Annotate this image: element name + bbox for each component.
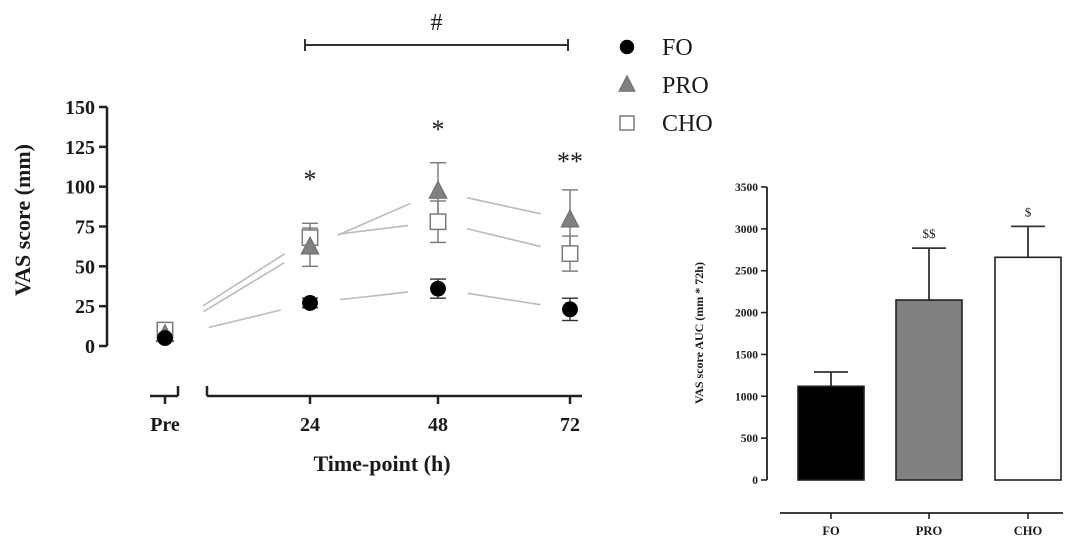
left-y-tick-label: 100 (65, 177, 95, 199)
pro-data-point (560, 208, 580, 228)
pro-bar-significance-label: $$ (923, 226, 937, 241)
right-x-tick-label-pro: PRO (916, 524, 943, 538)
fo-data-point (302, 295, 318, 311)
left-x-tick-label: 48 (428, 414, 448, 436)
legend-cho-label: CHO (662, 111, 713, 137)
cho-bar-significance-label: $ (1025, 204, 1032, 219)
pro-data-point (300, 235, 320, 255)
right-y-tick-label: 1500 (735, 349, 758, 361)
right-y-tick-label: 500 (741, 433, 759, 445)
left-x-tick-label: 72 (560, 414, 580, 436)
significance-star-label: * (304, 165, 317, 194)
right-y-tick-label: 1000 (735, 391, 758, 403)
cho-bar (994, 256, 1062, 481)
fo-series-line (208, 291, 541, 329)
left-x-axis-label: Time-point (h) (313, 451, 450, 476)
right-y-tick-label: 3000 (735, 224, 758, 236)
right-x-tick-label-cho: CHO (1014, 524, 1043, 538)
left-y-tick-label: 50 (75, 256, 95, 278)
left-y-tick-label: 75 (75, 217, 95, 239)
left-x-tick-label: 24 (300, 414, 320, 436)
legend: FO PRO CHO (618, 35, 713, 137)
significance-star-label: ** (557, 147, 583, 176)
left-y-tick-label: 25 (75, 296, 95, 318)
significance-hash-label: # (431, 10, 443, 36)
fo-data-point (562, 301, 578, 318)
right-bars: $$$ (797, 204, 1062, 481)
pro-series-line (203, 197, 541, 313)
right-y-tick-label: 3500 (735, 182, 758, 194)
left-x-tick-label: Pre (150, 414, 180, 436)
legend-pro-label: PRO (662, 73, 709, 99)
legend-pro-marker (618, 74, 636, 92)
left-y-tick-label: 0 (85, 336, 95, 358)
legend-fo-marker (619, 39, 635, 55)
right-y-tick-label: 2500 (735, 266, 758, 278)
fo-data-point (157, 330, 173, 346)
left-y-axis-label: VAS score (mm) (10, 144, 35, 296)
right-x-tick-label-fo: FO (822, 524, 840, 538)
legend-fo-label: FO (662, 35, 693, 61)
pro-data-point (428, 180, 448, 199)
right-axes: 0 500 1000 1500 2000 2500 3000 3500 FO PRO CHO (735, 182, 1063, 538)
legend-cho-marker (619, 115, 635, 131)
left-y-tick-label: 125 (65, 137, 95, 159)
cho-series-line (202, 224, 542, 307)
right-y-tick-label: 2000 (735, 308, 758, 320)
left-axes: 0 25 50 75 100 125 150 Pre 24 48 72 (65, 97, 582, 436)
cho-data-point (429, 213, 447, 231)
significance-star-label: * (432, 115, 445, 144)
right-y-tick-label: 0 (752, 475, 758, 487)
fo-bar (797, 385, 865, 481)
left-y-tick-label: 150 (65, 97, 95, 119)
left-annotations: #**** (304, 10, 584, 194)
pro-bar (895, 299, 963, 481)
fo-data-point (430, 280, 446, 297)
cho-data-point (561, 245, 579, 263)
left-series (155, 162, 580, 346)
right-y-axis-label: VAS score AUC (mm * 72h) (692, 262, 706, 404)
